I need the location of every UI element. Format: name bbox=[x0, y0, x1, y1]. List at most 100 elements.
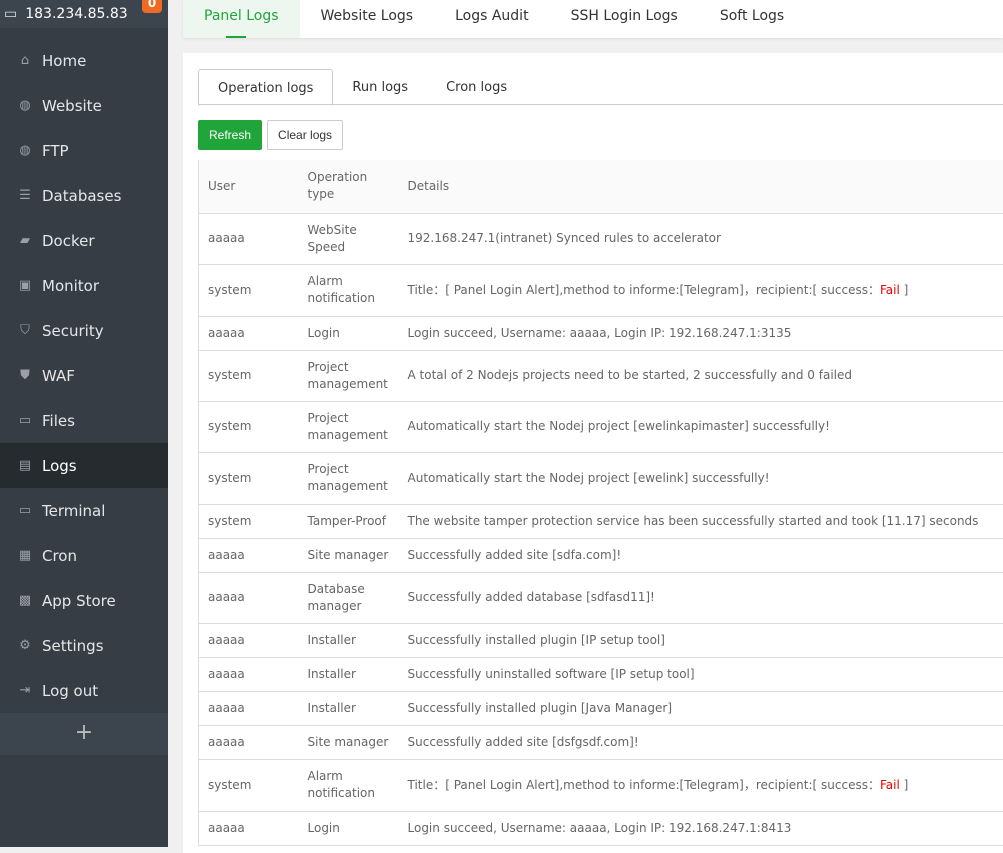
cell-user: system bbox=[199, 350, 299, 401]
sidebar-item-log-out[interactable]: ⇥Log out bbox=[0, 668, 168, 713]
subtab-operation-logs[interactable]: Operation logs bbox=[198, 69, 333, 106]
details-text: 192.168.247.1(intranet) Synced rules to … bbox=[408, 231, 721, 245]
cell-details: Automatically start the Nodej project [e… bbox=[399, 401, 1003, 452]
sidebar-item-label: Monitor bbox=[42, 277, 99, 295]
add-menu-button[interactable]: + bbox=[0, 713, 168, 755]
waf-shield-icon: ⛊ bbox=[16, 368, 34, 383]
cell-details: Successfully uninstalled software [IP se… bbox=[399, 657, 1003, 691]
details-text: Successfully added site [dsfgsdf.com]! bbox=[408, 735, 639, 749]
sidebar-item-label: WAF bbox=[42, 367, 75, 385]
cell-details: Title：[ Panel Login Alert],method to inf… bbox=[399, 759, 1003, 811]
sidebar-item-ftp[interactable]: ◍ FTP bbox=[0, 128, 168, 173]
cell-details: Login succeed, Username: aaaaa, Login IP… bbox=[399, 811, 1003, 845]
sidebar-item-label: Cron bbox=[42, 547, 77, 565]
sidebar-item-label: Terminal bbox=[42, 502, 105, 520]
tab-soft-logs[interactable]: Soft Logs bbox=[699, 0, 805, 38]
cell-details: Successfully installed plugin [IP setup … bbox=[399, 623, 1003, 657]
sidebar-item-app-store[interactable]: ▩App Store bbox=[0, 578, 168, 623]
sidebar-item-databases[interactable]: ☰ Databases bbox=[0, 173, 168, 218]
sidebar-item-security[interactable]: ⛉Security bbox=[0, 308, 168, 353]
notification-badge[interactable]: 0 bbox=[142, 0, 162, 13]
server-ip: 183.234.85.83 bbox=[25, 6, 127, 22]
folder-icon: ▭ bbox=[16, 413, 34, 428]
fail-status: Fail bbox=[880, 283, 900, 297]
sidebar-item-terminal[interactable]: ▭Terminal bbox=[0, 488, 168, 533]
details-text: Successfully added database [sdfasd11]! bbox=[408, 590, 655, 604]
monitor-icon: ▭ bbox=[4, 6, 17, 22]
details-text: Automatically start the Nodej project [e… bbox=[408, 419, 830, 433]
cell-details: A total of 2 Nodejs projects need to be … bbox=[399, 350, 1003, 401]
tab-logs-audit[interactable]: Logs Audit bbox=[434, 0, 549, 38]
gear-icon: ⚙ bbox=[16, 638, 34, 653]
cell-user: system bbox=[199, 452, 299, 504]
details-text: The website tamper protection service ha… bbox=[408, 514, 979, 528]
sidebar-item-cron[interactable]: ▦ Cron bbox=[0, 533, 168, 578]
cell-operation-type: Alarm notification bbox=[299, 264, 399, 316]
cell-user: aaaaa bbox=[199, 316, 299, 350]
details-text: Successfully added site [sdfa.com]! bbox=[408, 548, 622, 562]
sidebar-item-label: FTP bbox=[42, 142, 69, 160]
sidebar-item-home[interactable]: ⌂ Home bbox=[0, 38, 168, 83]
tab-ssh-login-logs[interactable]: SSH Login Logs bbox=[550, 0, 699, 38]
subtab-cron-logs[interactable]: Cron logs bbox=[427, 69, 526, 104]
cell-operation-type: Database manager bbox=[299, 572, 399, 623]
details-text: Successfully installed plugin [IP setup … bbox=[408, 633, 665, 647]
sidebar-item-label: Logs bbox=[42, 457, 77, 475]
ftp-icon: ◍ bbox=[16, 143, 34, 158]
cell-details: Successfully added database [sdfasd11]! bbox=[399, 572, 1003, 623]
cell-user: aaaaa bbox=[199, 213, 299, 264]
cell-operation-type: Site manager bbox=[299, 538, 399, 572]
sidebar-item-waf[interactable]: ⛊ WAF bbox=[0, 353, 168, 398]
details-suffix: ] bbox=[900, 778, 909, 792]
clear-logs-button[interactable]: Clear logs bbox=[267, 120, 343, 150]
tab-panel-logs[interactable]: Panel Logs bbox=[183, 0, 300, 38]
cell-details: Successfully added site [dsfgsdf.com]! bbox=[399, 725, 1003, 759]
refresh-button[interactable]: Refresh bbox=[198, 120, 262, 150]
subtab-run-logs[interactable]: Run logs bbox=[333, 69, 427, 104]
details-text: Automatically start the Nodej project [e… bbox=[408, 471, 770, 485]
sidebar-item-label: Home bbox=[42, 52, 86, 70]
cell-operation-type: Tamper-Proof bbox=[299, 504, 399, 538]
server-header: ▭ 183.234.85.83 0 bbox=[0, 0, 168, 28]
details-text: Login succeed, Username: aaaaa, Login IP… bbox=[408, 821, 792, 835]
shield-icon: ⛉ bbox=[16, 323, 34, 338]
database-icon: ☰ bbox=[16, 188, 34, 203]
details-text: Successfully installed plugin [Java Mana… bbox=[408, 701, 673, 715]
sidebar-item-label: Docker bbox=[42, 232, 95, 250]
details-text: Title：[ Panel Login Alert],method to inf… bbox=[408, 778, 880, 792]
cell-details: Successfully added site [sdfa.com]! bbox=[399, 538, 1003, 572]
details-text: Login succeed, Username: aaaaa, Login IP… bbox=[408, 326, 792, 340]
cell-user: aaaaa bbox=[199, 623, 299, 657]
tab-website-logs[interactable]: Website Logs bbox=[300, 0, 435, 38]
cell-details: The website tamper protection service ha… bbox=[399, 504, 1003, 538]
sidebar-item-label: App Store bbox=[42, 592, 116, 610]
sidebar-item-settings[interactable]: ⚙ Settings bbox=[0, 623, 168, 668]
sidebar-item-website[interactable]: ◍Website bbox=[0, 83, 168, 128]
sidebar-item-label: Files bbox=[42, 412, 75, 430]
cell-operation-type: Installer bbox=[299, 623, 399, 657]
cell-operation-type: Project management bbox=[299, 452, 399, 504]
sidebar-item-label: Databases bbox=[42, 187, 121, 205]
cell-user: aaaaa bbox=[199, 725, 299, 759]
sidebar-item-label: Settings bbox=[42, 637, 104, 655]
cell-user: aaaaa bbox=[199, 811, 299, 845]
cell-details: Login succeed, Username: aaaaa, Login IP… bbox=[399, 316, 1003, 350]
sidebar-item-logs[interactable]: ▤Logs bbox=[0, 443, 168, 488]
sidebar-item-files[interactable]: ▭ Files bbox=[0, 398, 168, 443]
cell-details: 192.168.247.1(intranet) Synced rules to … bbox=[399, 213, 1003, 264]
home-icon: ⌂ bbox=[16, 53, 34, 68]
sidebar-item-monitor[interactable]: ▣Monitor bbox=[0, 263, 168, 308]
calendar-icon: ▦ bbox=[16, 548, 34, 563]
header-details: Details bbox=[399, 160, 1003, 213]
cell-user: system bbox=[199, 264, 299, 316]
sidebar-item-docker[interactable]: ▰Docker bbox=[0, 218, 168, 263]
